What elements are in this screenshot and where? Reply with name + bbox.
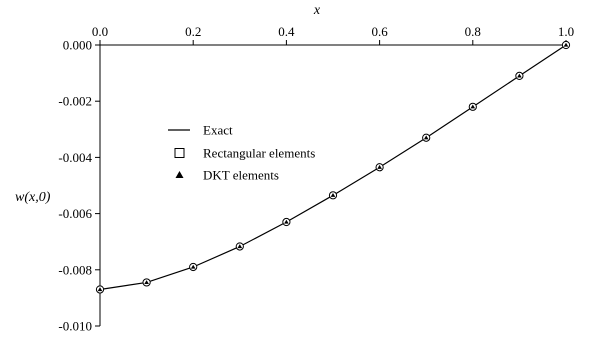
dkt-element-point	[423, 135, 429, 140]
y-tick-label: -0.006	[58, 206, 92, 221]
series-layer	[95, 40, 571, 294]
dkt-element-point	[284, 219, 289, 224]
legend-triangle-symbol	[175, 171, 184, 178]
x-tick-label: 0.2	[185, 24, 201, 39]
y-tick-label: 0.000	[63, 38, 92, 53]
dkt-element-point	[470, 104, 476, 109]
y-axis-title: w(x,0)	[15, 190, 51, 205]
y-tick-label: -0.008	[58, 262, 92, 277]
legend-square-symbol	[174, 148, 185, 158]
legend-label: Rectangular elements	[203, 146, 315, 161]
dkt-element-point	[517, 73, 522, 78]
series-line-exact	[99, 44, 567, 291]
dkt-element-point	[237, 244, 243, 249]
dkt-element-point	[563, 42, 569, 47]
legend-label: DKT elements	[203, 168, 279, 183]
y-tick-label: -0.002	[58, 94, 92, 109]
dkt-element-point	[190, 264, 196, 269]
dkt-element-point	[144, 280, 149, 285]
y-tick-label: -0.010	[58, 319, 92, 334]
dkt-element-point	[330, 193, 336, 197]
x-tick-label: 1.0	[558, 24, 574, 39]
legend: Exact Rectangular elements DKT elements	[168, 123, 315, 183]
x-axis-title: x	[313, 3, 321, 18]
dkt-element-point	[97, 287, 103, 292]
dkt-element-point	[377, 164, 382, 169]
axes: 0.0 0.2 0.4 0.6 0.8 1.0 0.000 -0.002 -0.004 -0.00…	[58, 24, 574, 334]
y-tick-label: -0.004	[58, 150, 92, 165]
x-tick-label: 0.0	[92, 24, 108, 39]
x-tick-label: 0.6	[371, 24, 388, 39]
x-tick-label: 0.8	[465, 24, 481, 39]
x-tick-label: 0.4	[278, 24, 295, 39]
legend-label: Exact	[203, 123, 233, 138]
